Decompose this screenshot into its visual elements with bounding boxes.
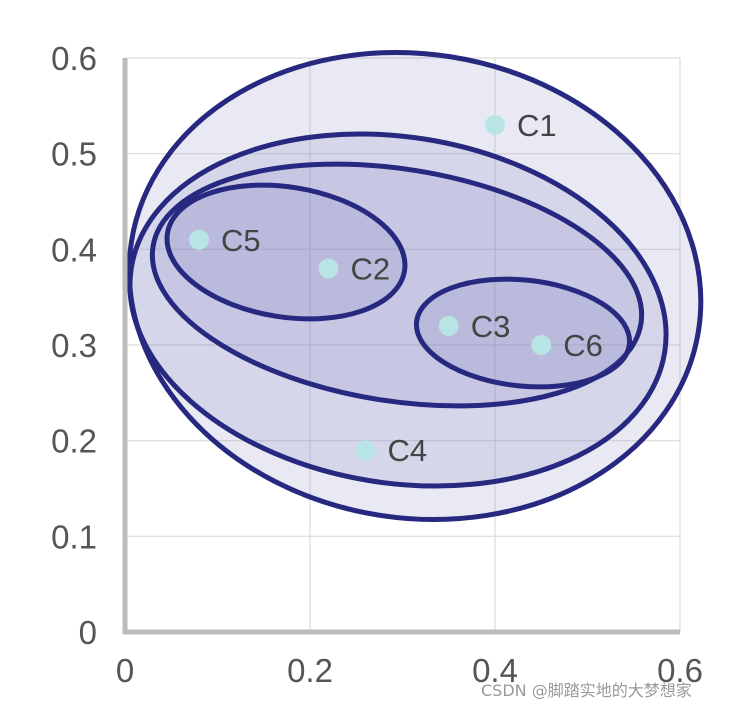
y-tick-label: 0 bbox=[79, 614, 97, 651]
point-marker bbox=[189, 229, 209, 250]
point-label: C3 bbox=[471, 309, 511, 344]
x-tick-label: 0 bbox=[116, 652, 134, 689]
y-tick-label: 0.2 bbox=[51, 423, 97, 460]
point-label: C4 bbox=[388, 433, 428, 468]
cluster-ellipse bbox=[413, 276, 633, 390]
watermark: CSDN @脚踏实地的大梦想家 bbox=[481, 681, 692, 700]
x-tick-label: 0.4 bbox=[472, 652, 518, 689]
point-c1: C1 bbox=[485, 108, 557, 143]
point-marker bbox=[318, 258, 339, 279]
y-tick-labels: 0 0.1 0.2 0.3 0.4 0.5 0.6 bbox=[51, 40, 97, 651]
point-marker bbox=[355, 440, 376, 461]
point-c4: C4 bbox=[355, 433, 428, 468]
clusters bbox=[126, 49, 704, 523]
x-tick-label: 0.2 bbox=[287, 652, 333, 689]
point-marker bbox=[531, 335, 552, 355]
y-tick-label: 0.6 bbox=[51, 40, 97, 77]
point-marker bbox=[485, 114, 505, 135]
point-c2: C2 bbox=[318, 251, 391, 286]
axes bbox=[122, 58, 680, 635]
point-marker bbox=[438, 315, 459, 336]
points: C1 C2 C3 C4 C5 C6 bbox=[189, 108, 603, 468]
point-label: C5 bbox=[221, 223, 261, 258]
point-label: C2 bbox=[351, 251, 391, 286]
y-tick-label: 0.4 bbox=[51, 231, 97, 268]
x-tick-labels: 0 0.2 0.4 0.6 bbox=[116, 652, 703, 689]
x-tick-label: 0.6 bbox=[657, 652, 703, 689]
y-tick-label: 0.5 bbox=[51, 136, 97, 173]
point-label: C1 bbox=[517, 108, 557, 143]
cluster-ellipse bbox=[164, 182, 408, 322]
point-c3: C3 bbox=[438, 309, 511, 344]
point-c6: C6 bbox=[531, 328, 603, 363]
point-label: C6 bbox=[563, 328, 603, 363]
y-tick-label: 0.3 bbox=[51, 327, 97, 364]
point-c5: C5 bbox=[189, 223, 261, 258]
y-tick-label: 0.1 bbox=[51, 518, 97, 555]
